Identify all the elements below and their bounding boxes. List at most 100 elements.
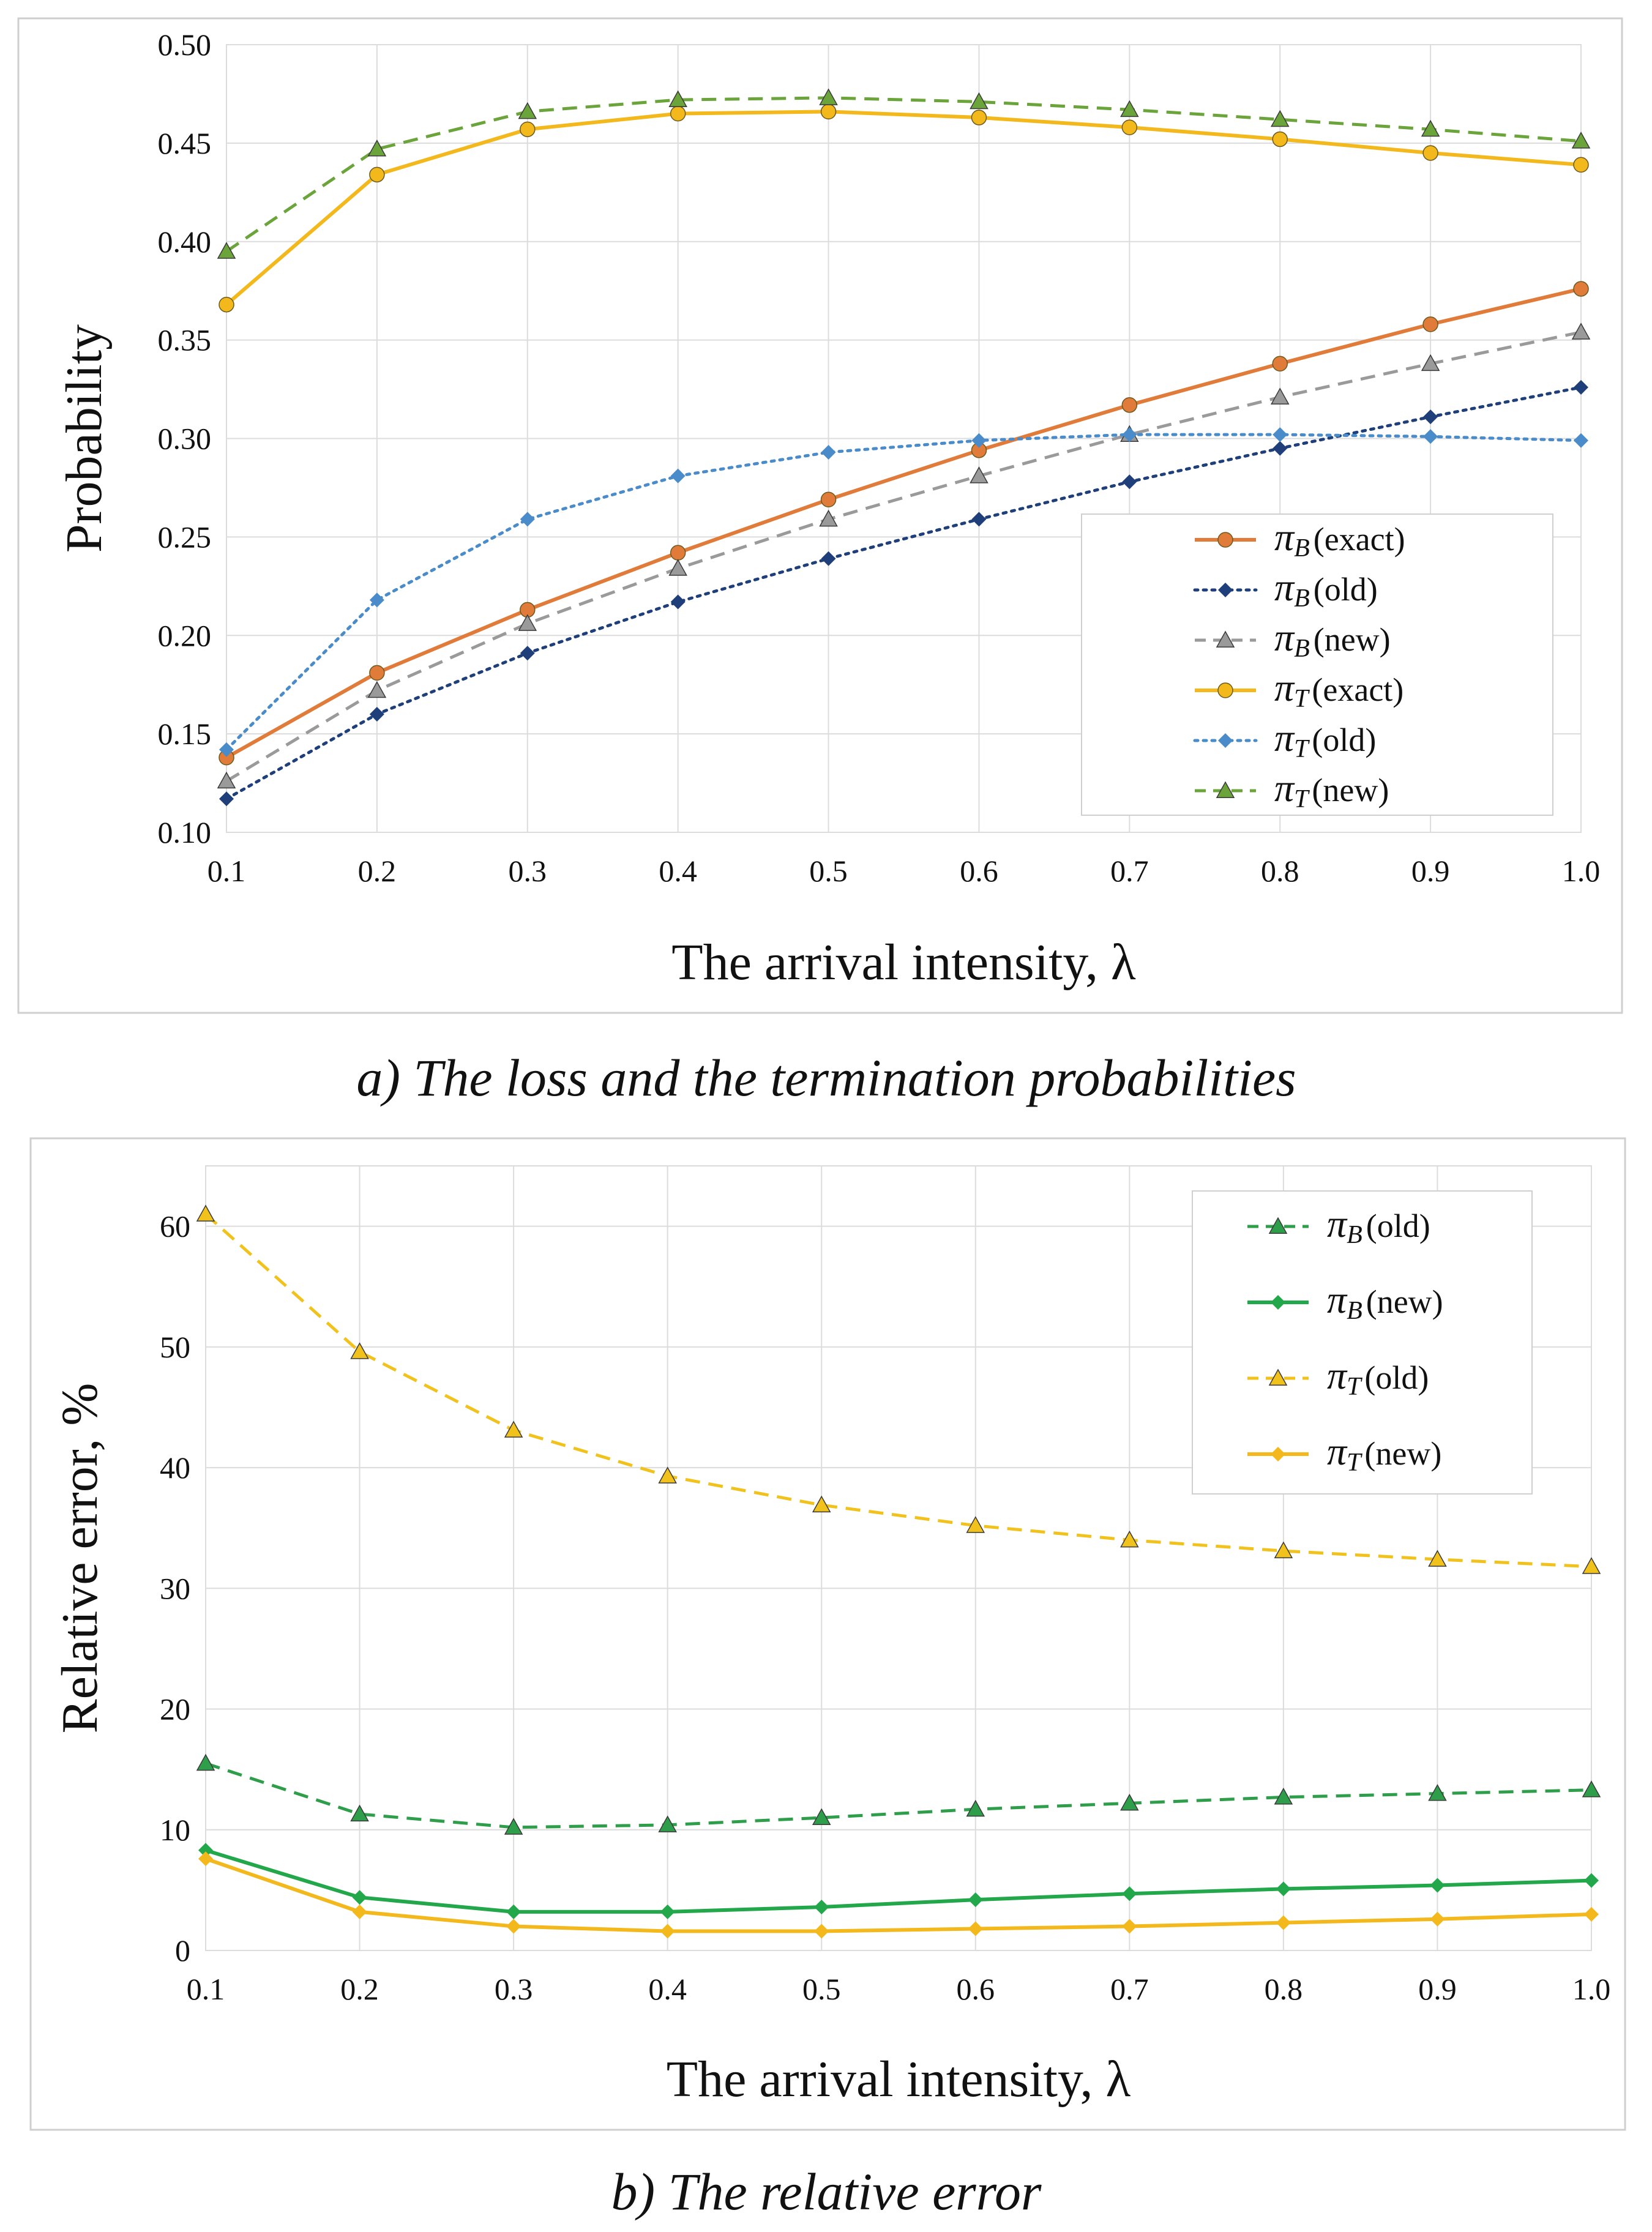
legend-label: πT (old) bbox=[1274, 716, 1376, 763]
caption-a: a) The loss and the termination probabil… bbox=[356, 1048, 1296, 1107]
y-tick-label: 20 bbox=[160, 1692, 190, 1726]
data-point bbox=[821, 445, 836, 460]
x-tick-label: 0.9 bbox=[1418, 1972, 1457, 2006]
legend-entry: πT (new) bbox=[1247, 1430, 1441, 1477]
x-tick-label: 0.7 bbox=[1110, 1972, 1149, 2006]
series-line bbox=[225, 330, 1582, 783]
data-point bbox=[504, 1420, 523, 1438]
data-point bbox=[1270, 110, 1290, 127]
series-line bbox=[204, 1213, 1592, 1569]
y-tick-label: 0.50 bbox=[158, 28, 212, 62]
data-point bbox=[660, 1924, 675, 1939]
legend: πB (old) πB (new) πT (old) πT (new) bbox=[1192, 1190, 1533, 1495]
data-point bbox=[660, 1904, 675, 1919]
legend-entry: πB (exact) bbox=[1195, 515, 1405, 562]
data-point bbox=[668, 559, 687, 576]
data-point bbox=[971, 433, 987, 448]
y-tick-label: 10 bbox=[160, 1813, 190, 1847]
data-point bbox=[819, 88, 838, 105]
data-point bbox=[970, 466, 989, 483]
legend-entry: πT (old) bbox=[1247, 1354, 1429, 1401]
data-point bbox=[1122, 1886, 1137, 1902]
y-tick-label: 0.10 bbox=[158, 815, 212, 849]
data-point bbox=[1582, 1557, 1601, 1574]
data-point bbox=[819, 509, 838, 527]
legend-entry: πT (new) bbox=[1195, 766, 1389, 813]
data-point bbox=[1421, 119, 1440, 137]
legend-entry: πT (exact) bbox=[1195, 666, 1403, 713]
series-t-old bbox=[196, 1204, 1601, 1574]
data-point bbox=[966, 1516, 985, 1533]
data-point bbox=[369, 706, 384, 722]
series-line bbox=[205, 1761, 1592, 1829]
series-t-new bbox=[198, 1851, 1599, 1939]
data-point bbox=[1574, 379, 1588, 395]
data-point bbox=[367, 139, 387, 157]
data-point bbox=[369, 665, 385, 681]
legend-entry: πB (new) bbox=[1247, 1278, 1443, 1325]
legend-marker bbox=[1217, 532, 1233, 548]
series-line bbox=[205, 1848, 1592, 1914]
data-point bbox=[1122, 474, 1137, 490]
data-point bbox=[217, 771, 236, 789]
data-point bbox=[1273, 441, 1288, 456]
data-point bbox=[219, 296, 234, 313]
x-tick-label: 0.5 bbox=[802, 1972, 841, 2006]
data-point bbox=[196, 1204, 215, 1222]
data-point bbox=[820, 491, 837, 507]
legend-marker bbox=[1271, 1447, 1285, 1461]
data-point bbox=[812, 1808, 831, 1825]
y-tick-label: 0.15 bbox=[158, 717, 212, 751]
data-point bbox=[1121, 397, 1138, 413]
data-point bbox=[369, 592, 384, 608]
legend-label: πB (old) bbox=[1327, 1202, 1430, 1249]
data-point bbox=[971, 110, 987, 125]
data-point bbox=[971, 512, 987, 527]
legend-marker bbox=[1217, 682, 1233, 698]
data-point bbox=[968, 1892, 983, 1908]
series-line bbox=[225, 433, 1583, 752]
legend-entry: πT (old) bbox=[1193, 716, 1376, 763]
data-point bbox=[670, 105, 686, 122]
y-tick-label: 0.20 bbox=[158, 618, 212, 652]
data-point bbox=[506, 1919, 521, 1934]
data-point bbox=[219, 791, 234, 807]
data-point bbox=[1428, 1550, 1447, 1567]
series-t-old bbox=[219, 427, 1588, 757]
x-axis-title: The arrival intensity, λ bbox=[667, 2051, 1131, 2108]
series-line bbox=[225, 386, 1583, 801]
series-t-exact bbox=[219, 103, 1589, 313]
data-point bbox=[820, 103, 837, 120]
data-point bbox=[506, 1904, 521, 1919]
data-point bbox=[1423, 409, 1438, 425]
data-point bbox=[1423, 429, 1438, 444]
legend-marker bbox=[1216, 781, 1235, 798]
x-axis-title: The arrival intensity, λ bbox=[671, 934, 1136, 991]
data-point bbox=[1430, 1878, 1445, 1893]
data-point bbox=[1574, 433, 1588, 448]
chart-a-loss-termination: 0.1 0.2 0.3 0.4 0.5 0.6 0.7 0.8 0.9 1.0 0.10 0.15 0.… bbox=[56, 28, 1600, 991]
series-b-old bbox=[196, 1753, 1601, 1835]
data-point bbox=[219, 742, 234, 757]
legend-label: πB (new) bbox=[1274, 616, 1391, 663]
data-point bbox=[369, 166, 385, 183]
legend-label: πB (old) bbox=[1274, 565, 1378, 613]
data-point bbox=[821, 551, 836, 566]
data-point bbox=[518, 102, 537, 119]
x-tick-label: 0.8 bbox=[1265, 1972, 1303, 2006]
legend-entry: πB (new) bbox=[1195, 616, 1391, 663]
y-tick-label: 0.40 bbox=[158, 225, 212, 259]
data-point bbox=[1584, 1906, 1599, 1922]
legend-marker bbox=[1268, 1217, 1288, 1234]
x-tick-label: 0.3 bbox=[495, 1972, 533, 2006]
legend: πB (exact)πB (old)πB (new)πT (exact)πT (old)π… bbox=[1081, 513, 1553, 816]
series-b-new bbox=[198, 1843, 1599, 1919]
data-point bbox=[668, 90, 687, 108]
data-point bbox=[1430, 1911, 1445, 1927]
series-line bbox=[225, 96, 1582, 253]
data-point bbox=[814, 1899, 829, 1914]
data-point bbox=[196, 1753, 215, 1771]
data-point bbox=[520, 121, 536, 138]
data-point bbox=[1582, 1780, 1601, 1797]
